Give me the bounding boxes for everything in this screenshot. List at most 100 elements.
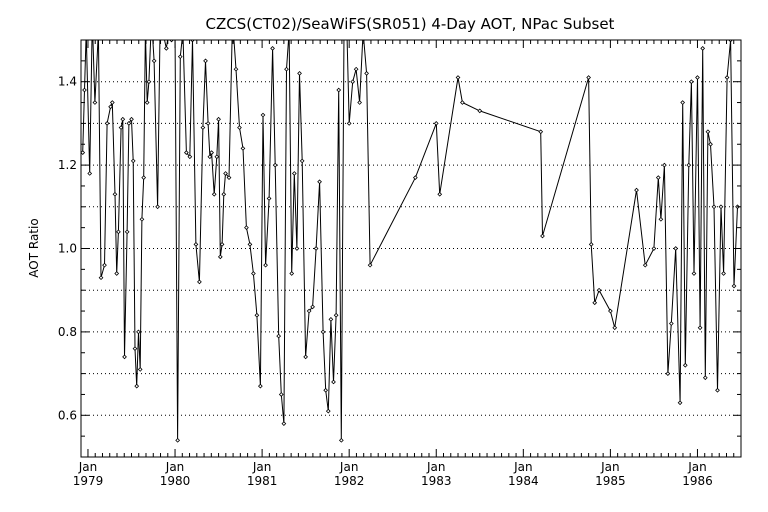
data-point [175, 437, 181, 443]
data-point [217, 254, 223, 260]
data-point [592, 300, 598, 306]
x-tick-year-label: 1981 [247, 474, 278, 488]
data-point [139, 216, 145, 222]
data-point [122, 354, 127, 360]
x-tick-month-label: Jan [78, 460, 98, 474]
data-point [715, 387, 720, 393]
data-point [586, 75, 591, 80]
data-point [254, 312, 260, 318]
y-tick-label: 1.0 [58, 242, 77, 256]
data-point [146, 79, 152, 85]
y-tick-label: 0.8 [58, 325, 77, 339]
chart-title: CZCS(CT02)/SeaWiFS(SR051) 4-Day AOT, NPa… [206, 15, 615, 33]
x-tick-month-label: Jan [339, 460, 359, 474]
data-point [700, 45, 706, 51]
data-point [266, 196, 272, 201]
data-point [299, 158, 305, 164]
data-point [317, 179, 322, 185]
data-point [724, 75, 730, 80]
data-point [81, 150, 86, 155]
data-point [163, 45, 169, 51]
x-tick-year-label: 1985 [595, 474, 626, 488]
data-point [608, 308, 613, 314]
data-point [223, 171, 228, 176]
data-point [718, 204, 724, 210]
data-point [306, 308, 312, 314]
y-axis-label: AOT Ratio [27, 218, 41, 277]
data-point [596, 287, 602, 293]
data-point [708, 141, 713, 147]
data-point [92, 100, 98, 105]
data-point [328, 317, 334, 322]
data-point [116, 229, 121, 235]
data-point [433, 121, 439, 126]
data-point [276, 333, 282, 339]
x-tick-month-label: Jan [600, 460, 620, 474]
data-point [112, 191, 118, 197]
data-point [540, 233, 545, 239]
y-tick-label: 0.6 [58, 408, 77, 422]
data-point [310, 304, 315, 310]
data-point [221, 191, 227, 197]
x-tick-month-label: Jan [252, 460, 272, 474]
data-point [87, 171, 93, 176]
data-point [477, 108, 483, 114]
series-line [82, 40, 738, 441]
data-point [323, 387, 329, 393]
data-point [682, 362, 688, 368]
data-point [203, 58, 208, 64]
data-point [251, 271, 256, 276]
data-point [697, 325, 703, 331]
data-point [336, 87, 342, 93]
x-tick-year-label: 1984 [508, 474, 539, 488]
data-point [313, 246, 319, 251]
data-point [151, 58, 157, 64]
data-point [320, 329, 326, 335]
data-point [665, 371, 671, 376]
data-point [109, 100, 115, 105]
data-point [353, 66, 359, 72]
x-tick-year-label: 1982 [334, 474, 365, 488]
x-tick-month-label: Jan [687, 460, 707, 474]
data-point [673, 246, 679, 251]
data-point [294, 246, 300, 251]
data-point [120, 116, 126, 122]
data-point [211, 191, 217, 197]
data-point [731, 283, 737, 289]
x-tick-year-label: 1980 [160, 474, 191, 488]
data-point [367, 262, 373, 268]
data-point [126, 121, 132, 126]
data-point [114, 271, 120, 276]
data-point [651, 246, 657, 251]
data-point [258, 383, 263, 389]
data-point [177, 54, 183, 60]
data-point [209, 150, 214, 155]
data-point [289, 271, 295, 276]
data-point [668, 321, 674, 326]
data-point [338, 437, 344, 443]
data-point [686, 162, 692, 168]
data-point [237, 125, 242, 130]
data-point [297, 70, 302, 76]
data-point [691, 271, 697, 276]
data-point [193, 241, 199, 247]
data-point [207, 154, 213, 160]
data-point [333, 312, 339, 318]
x-tick-year-label: 1986 [682, 474, 713, 488]
data-point [655, 175, 661, 180]
data-point [130, 158, 136, 164]
data-point [205, 121, 211, 126]
data-point [187, 154, 193, 160]
data-point [634, 187, 639, 193]
data-point [197, 279, 202, 285]
data-point [412, 175, 418, 180]
data-point [677, 400, 683, 406]
data-point [460, 100, 465, 105]
data-point [291, 171, 297, 176]
data-point [144, 100, 150, 105]
data-point [98, 275, 104, 281]
data-point [278, 392, 284, 397]
data-point [680, 100, 686, 105]
x-tick-month-label: Jan [426, 460, 446, 474]
data-point [233, 66, 239, 72]
